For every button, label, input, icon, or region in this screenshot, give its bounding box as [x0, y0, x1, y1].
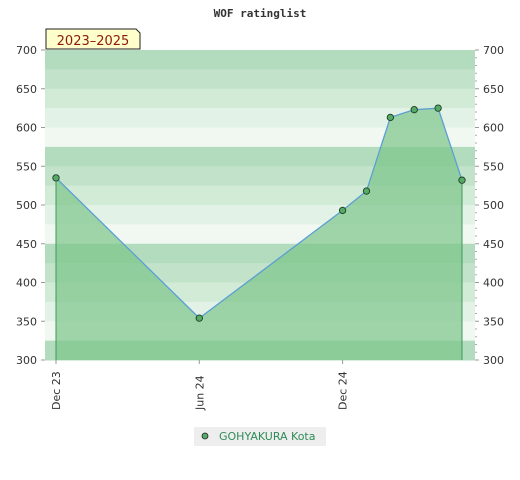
period-badge-box: [45, 28, 141, 50]
y-tick-label-left: 600: [16, 122, 37, 135]
rating-line: [55, 107, 463, 320]
y-tick-label-right: 450: [483, 238, 504, 251]
background-band: [45, 166, 475, 187]
data-point[interactable]: [458, 176, 466, 184]
y-tick-label-right: 600: [483, 122, 504, 135]
x-tick-label: Jun 24: [193, 375, 206, 411]
y-tick-label-right: 500: [483, 199, 504, 212]
x-tick-label: Dec 24: [337, 371, 350, 410]
y-tick-label-left: 300: [16, 354, 37, 367]
data-point[interactable]: [386, 113, 395, 122]
y-tick-label-right: 400: [483, 277, 504, 290]
y-tick-label-right: 700: [483, 44, 504, 57]
period-badge: 2023–2025: [45, 28, 141, 50]
axes: 300 300 350 350 400 400 450 450 500 500 550 550 600 6…: [16, 44, 504, 411]
rating-area: [56, 108, 462, 360]
legend-series-label[interactable]: GOHYAKURA Kota: [219, 430, 315, 443]
data-point[interactable]: [362, 187, 371, 195]
y-tick-label-left: 350: [16, 315, 37, 328]
y-tick-label-left: 400: [16, 277, 37, 290]
background-band: [45, 146, 475, 167]
data-point[interactable]: [434, 104, 442, 112]
data-point[interactable]: [52, 174, 60, 182]
data-point[interactable]: [195, 314, 203, 322]
x-tick-label: Dec 23: [50, 371, 63, 410]
legend-marker: [201, 432, 209, 440]
y-tick-label-left: 500: [16, 199, 37, 212]
legend-box: [194, 427, 326, 446]
y-tick-label-right: 350: [483, 315, 504, 328]
background-band: [45, 50, 475, 70]
y-tick-label-left: 650: [16, 83, 37, 96]
y-tick-label-left: 700: [16, 44, 37, 57]
y-tick-label-left: 550: [16, 160, 37, 173]
legend[interactable]: GOHYAKURA Kota: [194, 427, 326, 446]
background-band: [45, 69, 475, 90]
chart-title: WOF ratinglist: [214, 7, 307, 20]
background-band: [45, 88, 475, 109]
y-tick-label-right: 650: [483, 83, 504, 96]
data-point[interactable]: [338, 206, 347, 215]
points-layer: [52, 104, 466, 322]
y-tick-label-left: 450: [16, 238, 37, 251]
background-band: [45, 127, 475, 148]
data-point[interactable]: [410, 106, 418, 114]
area-layer: [55, 107, 463, 360]
y-tick-label-right: 550: [483, 160, 504, 173]
y-tick-label-right: 300: [483, 354, 504, 367]
period-label: 2023–2025: [57, 34, 130, 49]
background-band: [45, 108, 475, 128]
